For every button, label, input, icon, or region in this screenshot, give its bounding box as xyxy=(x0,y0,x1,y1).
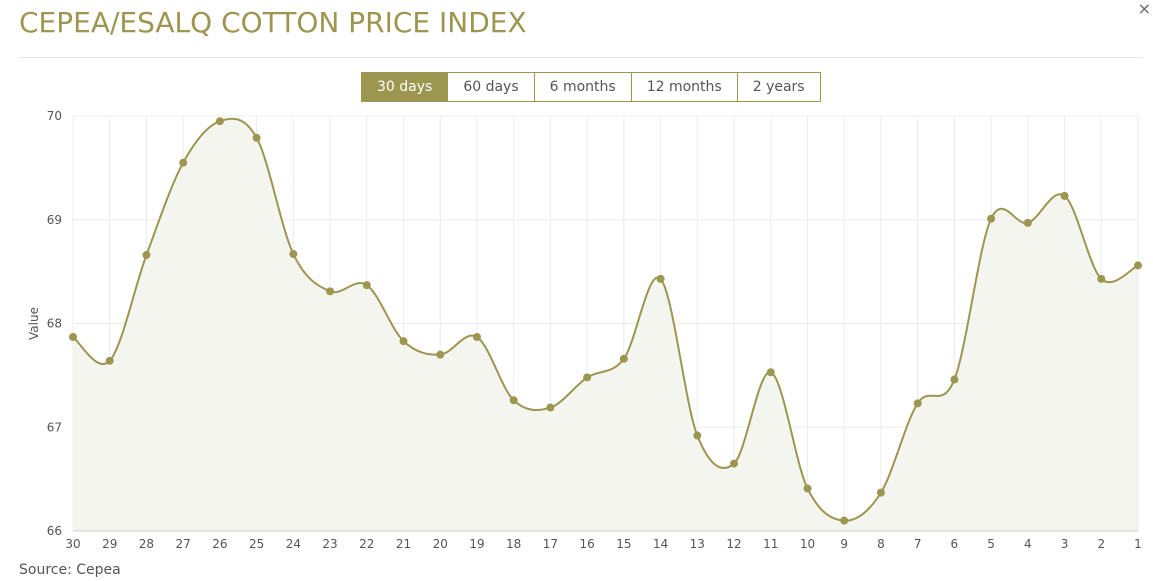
x-tick-label: 7 xyxy=(914,537,922,551)
tab-2-years[interactable]: 2 years xyxy=(736,73,820,101)
tab-6-months[interactable]: 6 months xyxy=(533,73,631,101)
data-point xyxy=(766,368,775,377)
data-point xyxy=(950,375,959,384)
close-icon[interactable]: × xyxy=(1137,0,1151,18)
x-tick-label: 18 xyxy=(506,537,521,551)
x-tick-label: 30 xyxy=(65,537,80,551)
data-point xyxy=(289,249,298,258)
x-tick-label: 17 xyxy=(543,537,558,551)
x-tick-label: 25 xyxy=(249,537,264,551)
data-point xyxy=(179,158,188,167)
data-point xyxy=(1134,261,1142,270)
data-point xyxy=(472,332,481,341)
x-tick-label: 3 xyxy=(1061,537,1069,551)
x-tick-label: 15 xyxy=(616,537,631,551)
data-point xyxy=(69,332,77,341)
data-point xyxy=(730,459,739,468)
x-tick-label: 4 xyxy=(1024,537,1032,551)
data-point xyxy=(656,274,665,283)
data-point xyxy=(252,133,261,142)
y-tick-label: 66 xyxy=(47,524,62,538)
data-point xyxy=(619,354,628,363)
y-axis-title: Value xyxy=(27,307,41,340)
x-tick-label: 27 xyxy=(176,537,191,551)
data-point xyxy=(840,516,849,525)
x-tick-label: 19 xyxy=(469,537,484,551)
data-point xyxy=(1060,191,1069,200)
data-point xyxy=(876,488,885,497)
data-point xyxy=(509,396,518,405)
data-point xyxy=(362,281,371,290)
data-point xyxy=(436,350,445,359)
tab-12-months[interactable]: 12 months xyxy=(630,73,737,101)
x-tick-label: 28 xyxy=(139,537,154,551)
x-tick-label: 10 xyxy=(800,537,815,551)
data-point xyxy=(326,287,335,296)
series-area xyxy=(73,118,1138,531)
x-tick-label: 22 xyxy=(359,537,374,551)
x-tick-label: 2 xyxy=(1097,537,1105,551)
data-point xyxy=(1023,218,1032,227)
data-point xyxy=(913,399,922,408)
x-tick-label: 14 xyxy=(653,537,668,551)
x-tick-label: 29 xyxy=(102,537,117,551)
x-tick-label: 16 xyxy=(579,537,594,551)
data-point xyxy=(399,337,408,346)
data-point xyxy=(1097,274,1106,283)
title-divider xyxy=(18,57,1143,58)
data-point xyxy=(803,484,812,493)
tab-60-days[interactable]: 60 days xyxy=(447,73,534,101)
x-tick-label: 5 xyxy=(987,537,995,551)
x-tick-label: 20 xyxy=(433,537,448,551)
source-note: Source: Cepea xyxy=(19,562,121,578)
x-tick-label: 26 xyxy=(212,537,227,551)
y-tick-label: 69 xyxy=(47,213,62,227)
x-tick-label: 24 xyxy=(286,537,301,551)
y-tick-label: 67 xyxy=(47,420,62,434)
x-tick-label: 13 xyxy=(690,537,705,551)
x-tick-label: 1 xyxy=(1134,537,1142,551)
x-tick-label: 23 xyxy=(322,537,337,551)
page-title: CEPEA/ESALQ COTTON PRICE INDEX xyxy=(19,6,527,39)
x-tick-label: 12 xyxy=(726,537,741,551)
y-tick-label: 68 xyxy=(47,317,62,331)
tab-30-days[interactable]: 30 days xyxy=(362,73,448,101)
x-tick-label: 8 xyxy=(877,537,885,551)
x-tick-label: 6 xyxy=(951,537,959,551)
data-point xyxy=(987,214,996,223)
x-tick-label: 11 xyxy=(763,537,778,551)
data-point xyxy=(546,403,555,412)
data-point xyxy=(142,251,151,260)
x-tick-label: 9 xyxy=(840,537,848,551)
x-tick-label: 21 xyxy=(396,537,411,551)
data-point xyxy=(693,431,702,440)
data-point xyxy=(215,117,224,126)
data-point xyxy=(583,373,592,382)
data-point xyxy=(105,356,114,365)
range-tabs: 30 days 60 days 6 months 12 months 2 yea… xyxy=(361,72,821,102)
y-tick-label: 70 xyxy=(47,109,62,123)
